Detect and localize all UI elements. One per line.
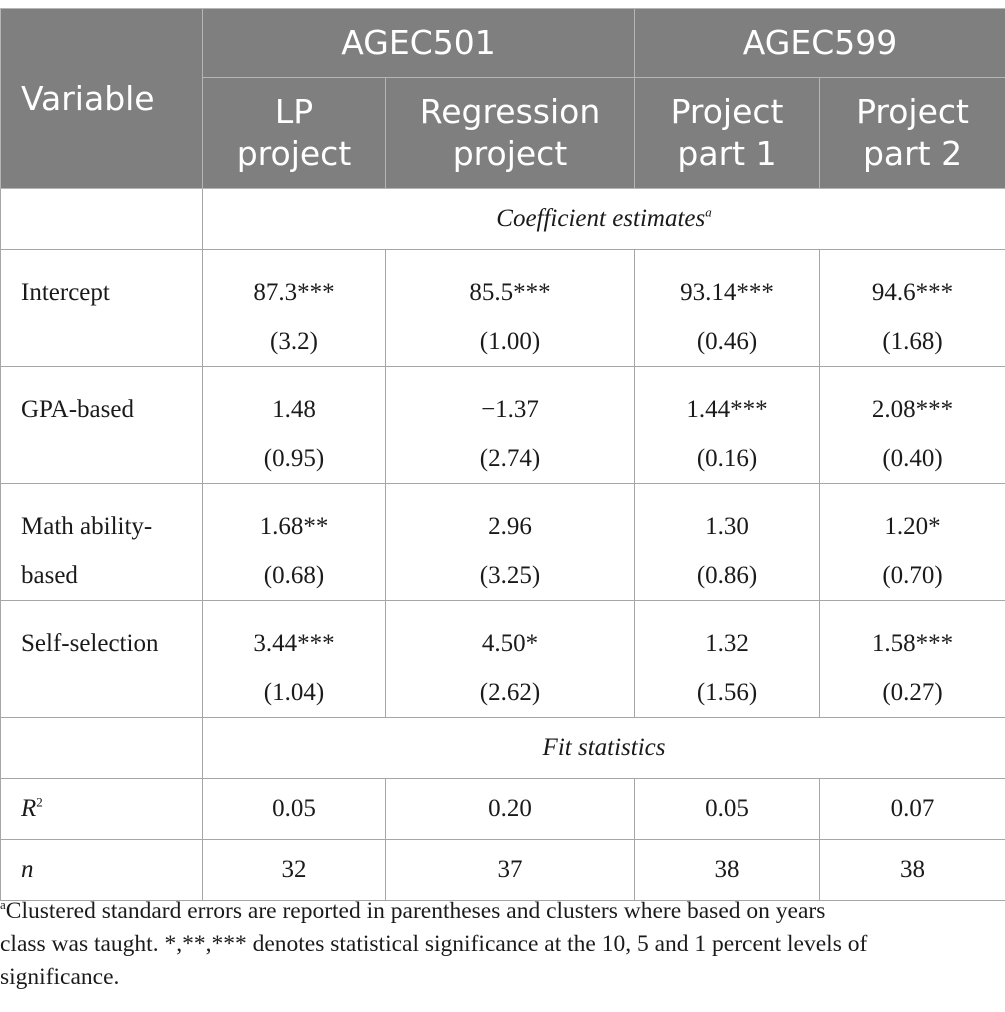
table-row: Self-selection 3.44*** (1.04) 4.50* (2.62)… (0, 600, 1005, 718)
column-header-project-part-1: Project part 1 (634, 77, 821, 189)
column-header-regression-project: Regression project (384, 77, 636, 189)
stat-cell: 0.05 (634, 778, 821, 840)
stat-cell: 0.05 (202, 778, 386, 840)
empty-cell (0, 188, 203, 250)
coef-cell: 1.44*** (0.16) (634, 366, 821, 484)
coef-cell: 1.32 (1.56) (634, 600, 821, 718)
coef-cell: 1.68** (0.68) (202, 483, 386, 601)
coef-cell: −1.37 (2.74) (384, 366, 636, 484)
stat-cell: 38 (634, 839, 821, 901)
coef-cell: 1.30 (0.86) (634, 483, 821, 601)
column-header-lp-project: LP project (202, 77, 386, 189)
section-label-coefficient-estimates: Coefficient estimatesa (201, 188, 1005, 250)
coef-cell: 2.08*** (0.40) (819, 366, 1005, 484)
coef-cell: 1.48 (0.95) (202, 366, 386, 484)
column-header-project-part-2: Project part 2 (819, 77, 1005, 189)
row-label: Self-selection (0, 600, 203, 718)
stat-cell: 32 (202, 839, 386, 901)
section-label-fit-statistics: Fit statistics (201, 717, 1005, 779)
coef-cell: 93.14*** (0.46) (634, 249, 821, 367)
row-label: Math ability-based (0, 483, 203, 601)
table-row: Intercept 87.3*** (3.2) 85.5*** (1.00) 93.… (0, 249, 1005, 367)
coef-cell: 85.5*** (1.00) (384, 249, 636, 367)
footnote-line: Clustered standard errors are reported i… (5, 898, 826, 924)
footnote-marker: a (0, 897, 6, 913)
coef-cell: 4.50* (2.62) (384, 600, 636, 718)
footnote-line: class was taught. *,**,*** denotes stati… (0, 931, 868, 957)
coef-cell: 1.20* (0.70) (819, 483, 1005, 601)
coef-cell: 94.6*** (1.68) (819, 249, 1005, 367)
table-row: n 32 37 38 38 (0, 839, 1005, 901)
variable-header: Variable (0, 8, 203, 189)
section-row-fit: Fit statistics (0, 717, 1005, 779)
coef-cell: 3.44*** (1.04) (202, 600, 386, 718)
stat-cell: 0.07 (819, 778, 1005, 840)
row-label-n: n (0, 839, 203, 901)
row-label: GPA-based (0, 366, 203, 484)
row-label: Intercept (0, 249, 203, 367)
regression-table: Variable AGEC501 AGEC599 LP project Regre… (0, 8, 1005, 901)
section-row-coefficients: Coefficient estimatesa (0, 188, 1005, 250)
stat-cell: 37 (384, 839, 636, 901)
table-row: GPA-based 1.48 (0.95) −1.37 (2.74) 1.44***… (0, 366, 1005, 484)
coef-cell: 1.58*** (0.27) (819, 600, 1005, 718)
table-row: R2 0.05 0.20 0.05 0.07 (0, 778, 1005, 840)
coef-cell: 87.3*** (3.2) (202, 249, 386, 367)
footnote-line: significance. (0, 964, 120, 990)
table-row: Math ability-based 1.68** (0.68) 2.96 (3.2… (0, 483, 1005, 601)
empty-cell (0, 717, 203, 779)
group-header-agec501: AGEC501 (201, 8, 636, 78)
table-footnote: aClustered standard errors are reported … (0, 895, 990, 994)
group-header-agec599: AGEC599 (634, 8, 1005, 78)
stat-cell: 38 (819, 839, 1005, 901)
stat-cell: 0.20 (384, 778, 636, 840)
coef-cell: 2.96 (3.25) (384, 483, 636, 601)
row-label-r-squared: R2 (0, 778, 203, 840)
